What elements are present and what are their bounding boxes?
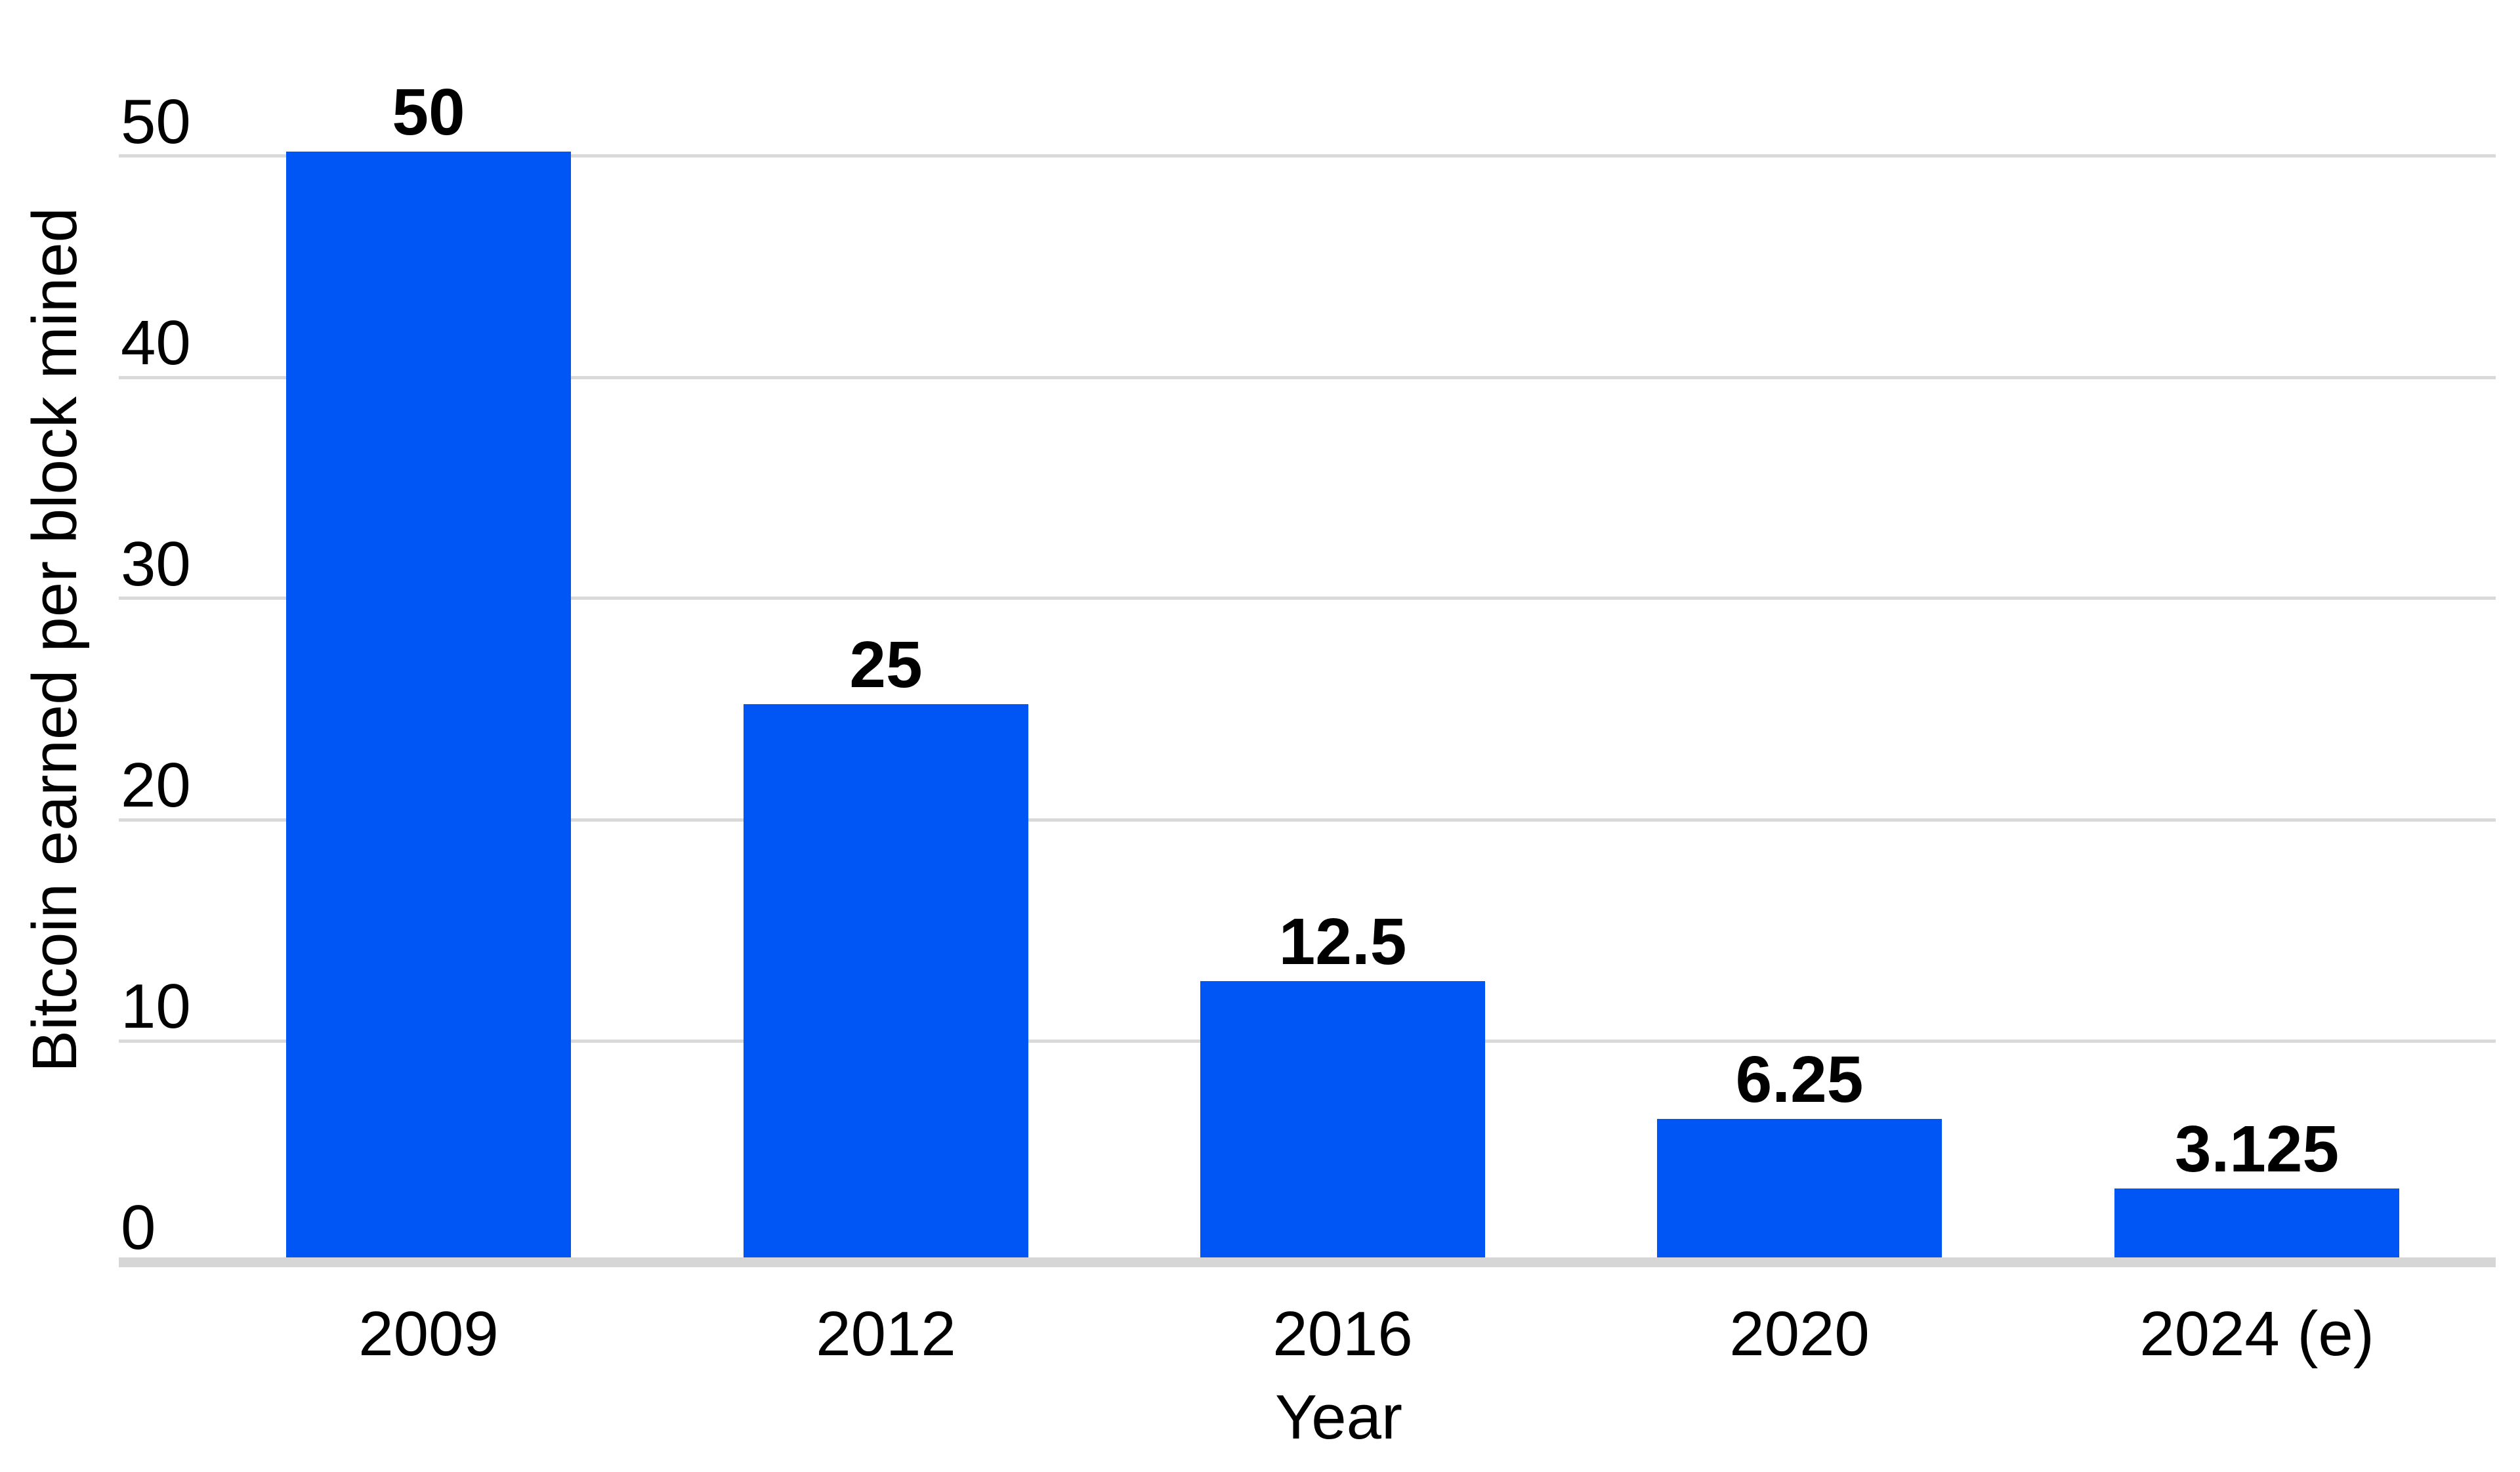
x-axis-line (119, 1257, 2496, 1267)
bar-value-label: 25 (849, 628, 923, 702)
bar-value-label: 50 (392, 75, 465, 149)
y-tick-label: 0 (121, 1192, 156, 1263)
bar-2012 (744, 704, 1028, 1257)
x-tick-label: 2024 (e) (2139, 1299, 2374, 1369)
bar-value-label: 3.125 (2174, 1112, 2340, 1186)
gridline-30 (119, 597, 2496, 600)
x-axis-title: Year (1275, 1382, 1402, 1452)
bar-2016 (1200, 981, 1485, 1257)
x-tick-label: 2009 (358, 1299, 499, 1369)
gridline-20 (119, 818, 2496, 822)
bar-value-label: 12.5 (1278, 905, 1407, 978)
y-tick-label: 20 (121, 750, 191, 820)
y-tick-label: 30 (121, 529, 191, 599)
bar-2009 (286, 152, 571, 1257)
x-tick-label: 2016 (1272, 1299, 1413, 1369)
bar-2020 (1657, 1119, 1942, 1257)
gridline-50 (119, 154, 2496, 158)
y-axis-title: Bitcoin earned per block mined (20, 207, 90, 1073)
y-tick-label: 40 (121, 308, 191, 378)
x-tick-label: 2012 (816, 1299, 956, 1369)
bar-value-label: 6.25 (1735, 1043, 1864, 1116)
gridline-40 (119, 376, 2496, 379)
x-tick-label: 2020 (1729, 1299, 1870, 1369)
y-tick-label: 50 (121, 87, 191, 157)
bar-2024 (e) (2114, 1188, 2399, 1257)
y-tick-label: 10 (121, 971, 191, 1041)
